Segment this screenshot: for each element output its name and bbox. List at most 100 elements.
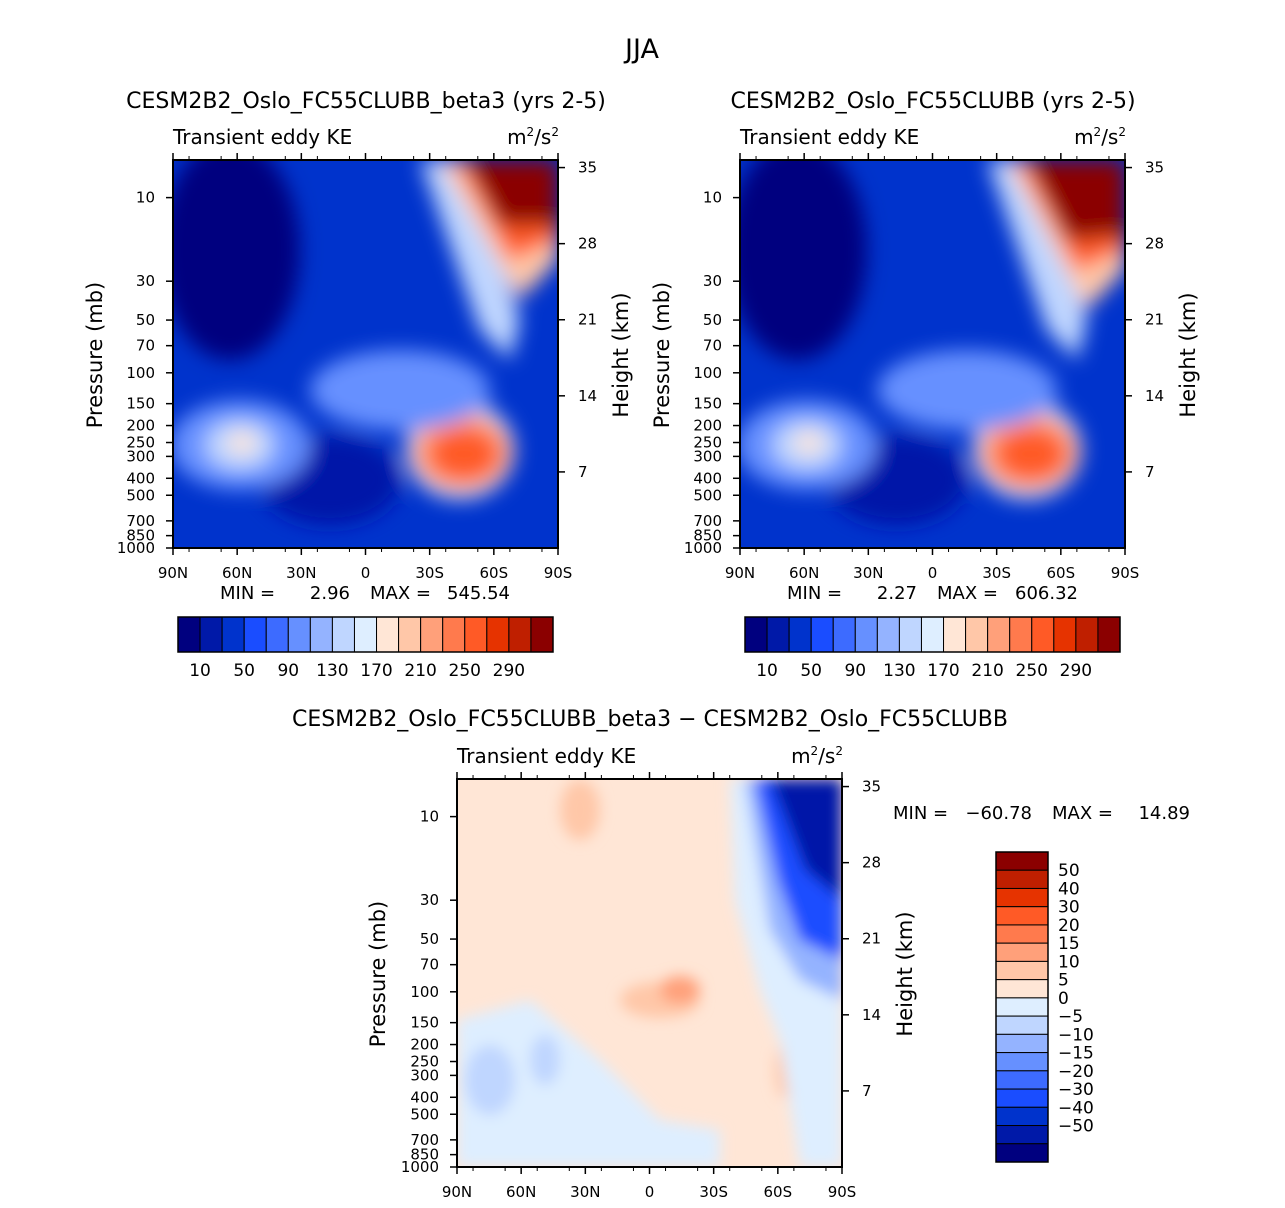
y-tick-label: 850 bbox=[410, 1146, 439, 1164]
x-tick-label: 30S bbox=[415, 564, 444, 582]
colorbar-label: −40 bbox=[1058, 1098, 1094, 1118]
colorbar-swatch bbox=[398, 616, 422, 653]
y-tick-label: 100 bbox=[126, 364, 155, 382]
panel-b-title: CESM2B2_Oslo_FC55CLUBB (yrs 2-5) bbox=[730, 89, 1135, 114]
panel-c-units: m2/s2 bbox=[791, 744, 843, 768]
panel-c-ylabel: Pressure (mb) bbox=[366, 901, 390, 1048]
colorbar-swatch bbox=[995, 979, 1049, 999]
x-tick-label: 0 bbox=[928, 564, 938, 582]
x-tick-label: 0 bbox=[361, 564, 371, 582]
colorbar-label: 290 bbox=[493, 661, 525, 681]
colorbar-label: 170 bbox=[360, 661, 392, 681]
panel-b-subtitle: Transient eddy KE bbox=[739, 125, 919, 149]
panel-a-ylabel: Pressure (mb) bbox=[83, 282, 107, 429]
panel-b-max-value: 606.32 bbox=[1015, 583, 1078, 604]
y-right-tick-label: 14 bbox=[1145, 387, 1164, 405]
colorbar-label: −20 bbox=[1058, 1062, 1094, 1082]
panel-b-contour-field bbox=[740, 160, 1125, 548]
y-tick-label: 300 bbox=[410, 1066, 439, 1084]
x-tick-label: 60S bbox=[480, 564, 509, 582]
colorbar-swatch bbox=[265, 616, 289, 653]
y-right-tick-label: 28 bbox=[1145, 235, 1164, 253]
colorbar-swatch bbox=[995, 1143, 1049, 1163]
panel-a-min-value: 2.96 bbox=[310, 583, 350, 604]
y-tick-label: 250 bbox=[126, 434, 155, 452]
panel-b-units: m2/s2 bbox=[1074, 125, 1126, 149]
colorbar-swatch bbox=[1009, 616, 1033, 653]
colorbar-swatch bbox=[995, 1125, 1049, 1145]
panel-a-subtitle: Transient eddy KE bbox=[172, 125, 352, 149]
colorbar-swatch bbox=[1031, 616, 1055, 653]
colorbar-swatch bbox=[199, 616, 223, 653]
colorbar-swatch bbox=[442, 616, 466, 653]
colorbar-label: −5 bbox=[1058, 1007, 1083, 1027]
colorbar-swatch bbox=[766, 616, 790, 653]
y-tick-label: 30 bbox=[136, 272, 155, 290]
svg-text:m2/s2: m2/s2 bbox=[791, 744, 843, 768]
colorbar-swatch bbox=[995, 887, 1049, 908]
y-tick-label: 200 bbox=[693, 417, 722, 435]
panel-a-title: CESM2B2_Oslo_FC55CLUBB_beta3 (yrs 2-5) bbox=[126, 89, 606, 114]
y-right-tick-label: 14 bbox=[578, 387, 597, 405]
colorbar-label: 50 bbox=[233, 661, 255, 681]
colorbar-label: 10 bbox=[756, 661, 778, 681]
colorbar-swatch bbox=[810, 616, 834, 653]
colorbar-swatch bbox=[221, 616, 245, 653]
panel-c-ylabel-right: Height (km) bbox=[893, 911, 917, 1036]
panel-c-title: CESM2B2_Oslo_FC55CLUBB_beta3 − CESM2B2_O… bbox=[292, 707, 1008, 732]
colorbar-swatch bbox=[920, 616, 945, 653]
panel-a-min-label: MIN = bbox=[220, 583, 275, 604]
y-tick-label: 300 bbox=[693, 447, 722, 465]
x-tick-label: 60N bbox=[506, 1183, 536, 1201]
x-tick-label: 30S bbox=[982, 564, 1011, 582]
colorbar-swatch bbox=[995, 924, 1049, 944]
colorbar-label: 290 bbox=[1060, 661, 1092, 681]
colorbar-swatch bbox=[486, 616, 510, 653]
y-tick-label: 850 bbox=[126, 527, 155, 545]
y-tick-label: 250 bbox=[693, 434, 722, 452]
panel-b-min-value: 2.27 bbox=[877, 583, 917, 604]
y-tick-label: 150 bbox=[126, 395, 155, 413]
colorbar-swatch bbox=[995, 1106, 1049, 1127]
svg-text:m2/s2: m2/s2 bbox=[1074, 125, 1126, 149]
panel-c-max-value: 14.89 bbox=[1138, 803, 1190, 824]
colorbar-label: 40 bbox=[1058, 879, 1080, 899]
colorbar-label: 170 bbox=[927, 661, 959, 681]
panel-a-axes: 90N 60N 30N 0 30S 60S 90S103050701001502002503… bbox=[117, 153, 597, 582]
colorbar-swatch bbox=[876, 616, 900, 653]
panel-a-units: m2/s2 bbox=[507, 125, 559, 149]
colorbar-frame bbox=[995, 851, 1049, 1163]
y-right-tick-label: 21 bbox=[1145, 311, 1164, 329]
x-tick-label: 90S bbox=[828, 1183, 857, 1201]
colorbar-label: 250 bbox=[449, 661, 481, 681]
page-title: JJA bbox=[623, 34, 659, 65]
y-tick-label: 400 bbox=[693, 469, 722, 487]
y-right-tick-label: 21 bbox=[862, 930, 881, 948]
colorbar-label: 90 bbox=[844, 661, 866, 681]
panel-b-ylabel: Pressure (mb) bbox=[650, 282, 674, 429]
colorbar-label: −15 bbox=[1058, 1044, 1094, 1064]
x-tick-label: 90N bbox=[442, 1183, 472, 1201]
panel-c: CESM2B2_Oslo_FC55CLUBB_beta3 − CESM2B2_O… bbox=[292, 707, 1190, 1201]
colorbar-label: −10 bbox=[1058, 1025, 1094, 1045]
y-tick-label: 10 bbox=[420, 808, 439, 826]
colorbar-label: 10 bbox=[189, 661, 211, 681]
y-right-tick-label: 35 bbox=[578, 159, 597, 177]
colorbar-frame bbox=[177, 616, 554, 653]
colorbar-swatch bbox=[995, 851, 1049, 871]
colorbar-swatch bbox=[995, 1033, 1049, 1054]
colorbar-swatch bbox=[744, 616, 768, 653]
y-tick-label: 10 bbox=[136, 189, 155, 207]
y-tick-label: 150 bbox=[410, 1014, 439, 1032]
colorbar-label: 20 bbox=[1058, 916, 1080, 936]
x-tick-label: 90S bbox=[1111, 564, 1140, 582]
colorbar-swatch bbox=[995, 869, 1049, 889]
y-tick-label: 30 bbox=[703, 272, 722, 290]
y-tick-label: 400 bbox=[410, 1088, 439, 1106]
colorbar-swatch bbox=[995, 997, 1049, 1017]
colorbar-label: 5 bbox=[1058, 971, 1069, 991]
colorbar-label: 50 bbox=[800, 661, 822, 681]
y-tick-label: 700 bbox=[410, 1131, 439, 1149]
colorbar-frame bbox=[744, 616, 1121, 653]
